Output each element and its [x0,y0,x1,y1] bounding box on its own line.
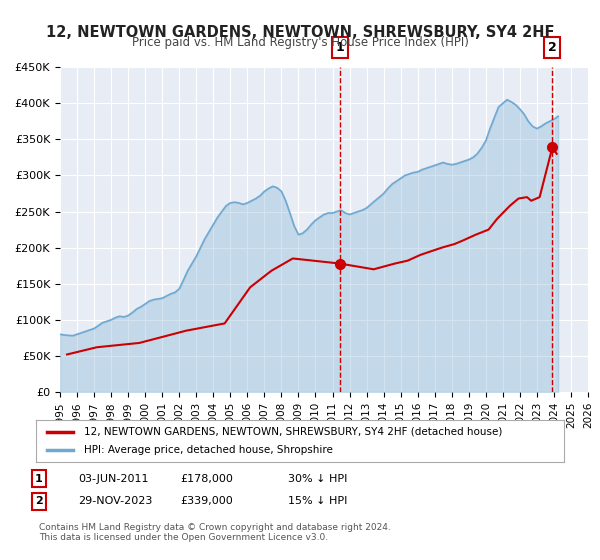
Text: £339,000: £339,000 [180,496,233,506]
Text: HPI: Average price, detached house, Shropshire: HPI: Average price, detached house, Shro… [83,445,332,455]
Text: 12, NEWTOWN GARDENS, NEWTOWN, SHREWSBURY, SY4 2HF: 12, NEWTOWN GARDENS, NEWTOWN, SHREWSBURY… [46,25,554,40]
Text: 30% ↓ HPI: 30% ↓ HPI [288,474,347,484]
Text: 1: 1 [35,474,43,484]
Text: 2: 2 [548,41,557,54]
Text: 29-NOV-2023: 29-NOV-2023 [78,496,152,506]
Text: 03-JUN-2011: 03-JUN-2011 [78,474,149,484]
Text: £178,000: £178,000 [180,474,233,484]
Text: Contains HM Land Registry data © Crown copyright and database right 2024.: Contains HM Land Registry data © Crown c… [39,523,391,532]
Text: 12, NEWTOWN GARDENS, NEWTOWN, SHREWSBURY, SY4 2HF (detached house): 12, NEWTOWN GARDENS, NEWTOWN, SHREWSBURY… [83,427,502,437]
Text: 1: 1 [335,41,344,54]
Text: 15% ↓ HPI: 15% ↓ HPI [288,496,347,506]
Text: 2: 2 [35,496,43,506]
Text: Price paid vs. HM Land Registry's House Price Index (HPI): Price paid vs. HM Land Registry's House … [131,36,469,49]
Text: This data is licensed under the Open Government Licence v3.0.: This data is licensed under the Open Gov… [39,533,328,542]
